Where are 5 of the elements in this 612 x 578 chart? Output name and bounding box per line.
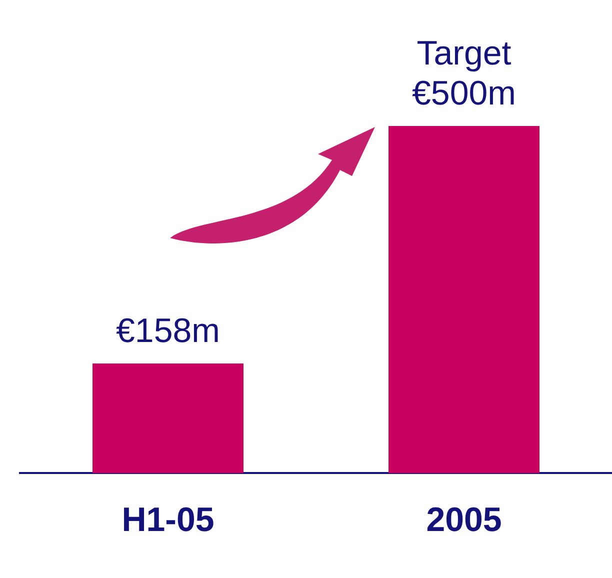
annotation: Target <box>416 34 512 72</box>
data-label: €500m <box>412 74 516 112</box>
data-label: €158m <box>116 312 220 350</box>
x-tick-label: 2005 <box>426 500 502 539</box>
x-tick-label: H1-05 <box>122 500 214 539</box>
